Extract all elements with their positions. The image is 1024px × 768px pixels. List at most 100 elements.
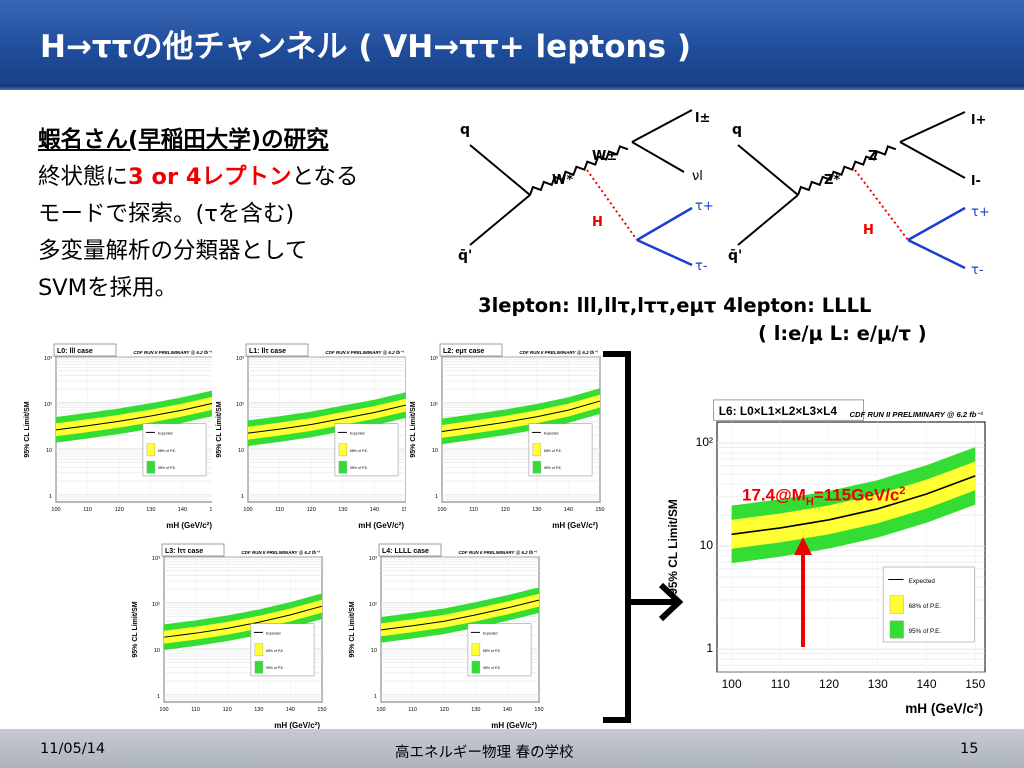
x-tick-label: 100 (722, 677, 742, 691)
description-text: 蝦名さん(早稲田大学)の研究 終状態に3 or 4レプトンとなる モードで探索。… (38, 122, 438, 307)
lepton-plus-label: l+ (971, 113, 986, 128)
q-label: q (732, 122, 742, 138)
limit-plot-lll: L0: lll case CDF RUN II PRELIMINARY @ 6.2… (20, 335, 220, 532)
w-label: W± (592, 149, 617, 164)
x-tick-label: 120 (115, 507, 124, 513)
x-axis-label: mH (GeV/c²) (358, 521, 404, 530)
plot-title-box (439, 343, 503, 357)
channel-caption-1: 3lepton: lll,llτ,lττ,eμτ 4lepton: LLLL (478, 294, 872, 317)
expected-line (380, 599, 540, 631)
limit-plot-ltt: L3: lττ case CDF RUN II PRELIMINARY @ 6.2… (128, 535, 328, 732)
y-tick-label: 10 (238, 448, 244, 454)
x-tick-label: 130 (254, 707, 263, 713)
plot-title-box (53, 343, 117, 357)
y-axis-label: 95% CL Limit/SM (216, 401, 223, 457)
x-tick-label: 150 (534, 707, 543, 713)
legend-95-swatch (532, 460, 542, 474)
y-tick-label: 10³ (430, 356, 438, 362)
x-tick-label: 130 (532, 507, 541, 513)
qbar-label: q̄' (728, 248, 742, 264)
limit-plot-llll: L4: LLLL case CDF RUN II PRELIMINARY @ 6.… (345, 535, 545, 732)
plot-title: L4: LLLL case (382, 548, 429, 555)
legend-label: Expected (158, 431, 173, 435)
x-tick-label: 150 (965, 677, 985, 691)
legend-label: 68% of P.E. (158, 449, 176, 453)
y-axis-label: 95% CL Limit/SM (666, 499, 680, 595)
y-axis-label: 95% CL Limit/SM (349, 601, 356, 657)
y-tick-label: 10² (696, 435, 713, 449)
preliminary-label: CDF RUN II PRELIMINARY @ 6.2 fb⁻¹ (519, 350, 598, 355)
legend-68-swatch (146, 443, 156, 457)
footer-page-number: 15 (960, 741, 979, 757)
researcher-line: 蝦名さん(早稲田大学)の研究 (38, 127, 329, 153)
multivariate-line: 多変量解析の分類器として (38, 238, 308, 264)
tau-minus-label: τ- (971, 263, 984, 278)
legend-68-swatch (471, 643, 481, 657)
legend-68-swatch (532, 443, 542, 457)
expected-line (731, 475, 976, 536)
x-tick-label: 130 (338, 507, 347, 513)
x-tick-label: 120 (501, 507, 510, 513)
y-tick-label: 10³ (369, 556, 377, 562)
y-tick-label: 10² (369, 602, 377, 608)
x-tick-label: 120 (819, 677, 839, 691)
x-tick-label: 120 (223, 707, 232, 713)
lepton-count-highlight: 3 or 4レプトン (128, 164, 292, 190)
preliminary-label: CDF RUN II PRELIMINARY @ 6.2 fb⁻¹ (325, 350, 404, 355)
y-tick-label: 10³ (152, 556, 160, 562)
plot-title: L2: eμτ case (443, 348, 484, 355)
x-axis-label: mH (GeV/c²) (274, 721, 320, 730)
y-tick-label: 1 (435, 494, 438, 500)
y-axis-label: 95% CL Limit/SM (24, 401, 31, 457)
preliminary-label: CDF RUN II PRELIMINARY @ 6.2 fb⁻¹ (850, 410, 984, 419)
legend-label: 95% of P.E. (544, 466, 562, 470)
footer-title: 高エネルギー物理 春の学校 (395, 745, 574, 761)
footer: 11/05/14 高エネルギー物理 春の学校 15 (0, 729, 1024, 768)
legend-label: 95% of P.E. (158, 466, 176, 470)
tau-plus-label: τ+ (695, 199, 714, 214)
band-68 (248, 398, 406, 440)
annotation-label: 17.4@MH=115GeV/c2 (742, 485, 906, 509)
wh-feynman-diagram: q q̄' W* W± l± νl H τ+ τ- (458, 109, 714, 274)
x-tick-label: 110 (83, 507, 92, 513)
legend-68-swatch (338, 443, 348, 457)
higgs-label: H (592, 215, 603, 230)
x-tick-label: 110 (408, 707, 417, 713)
bracket (603, 351, 631, 723)
lepton-minus-label: l- (971, 174, 981, 189)
x-tick-label: 110 (191, 707, 200, 713)
final-state-line: 終状態に3 or 4レプトンとなる (38, 164, 359, 190)
x-tick-label: 130 (146, 507, 155, 513)
limit-plot-llt: L1: llτ case CDF RUN II PRELIMINARY @ 6.2… (212, 335, 412, 532)
mode-line: モードで探索。(τを含む) (38, 201, 295, 227)
qbar-label: q̄' (458, 248, 472, 264)
x-axis-label: mH (GeV/c²) (552, 521, 598, 530)
neutrino-label: νl (692, 169, 703, 184)
slide-title: H→ττの他チャンネル ( VH→ττ+ leptons ) (40, 29, 691, 65)
legend-95-swatch (338, 460, 348, 474)
legend-label: 95% of P.E. (909, 628, 942, 635)
preliminary-label: CDF RUN II PRELIMINARY @ 6.2 fb⁻¹ (133, 350, 212, 355)
y-tick-label: 1 (374, 694, 377, 700)
preliminary-label: CDF RUN II PRELIMINARY @ 6.2 fb⁻¹ (241, 550, 320, 555)
y-axis-label: 95% CL Limit/SM (132, 601, 139, 657)
y-tick-label: 10 (700, 538, 714, 552)
expected-line (55, 402, 215, 431)
x-tick-label: 150 (595, 507, 604, 513)
legend-label: 95% of P.E. (266, 666, 284, 670)
annotation-arrow-icon (794, 537, 812, 647)
legend-95-swatch (471, 660, 481, 674)
x-tick-label: 130 (471, 707, 480, 713)
plot-title: L0: lll case (57, 348, 93, 355)
y-axis-label: 95% CL Limit/SM (410, 401, 417, 457)
expected-line (247, 404, 407, 434)
legend-label: 68% of P.E. (544, 449, 562, 453)
svm-line: SVMを採用。 (38, 275, 178, 301)
legend-label: 68% of P.E. (266, 649, 284, 653)
x-tick-label: 120 (307, 507, 316, 513)
band-68 (164, 599, 322, 644)
channel-caption-2: ( l:e/μ L: e/μ/τ ) (758, 322, 927, 345)
limit-plot-emt: L2: eμτ case CDF RUN II PRELIMINARY @ 6.2… (406, 335, 606, 532)
y-tick-label: 10 (154, 648, 160, 654)
band-68 (56, 396, 214, 437)
